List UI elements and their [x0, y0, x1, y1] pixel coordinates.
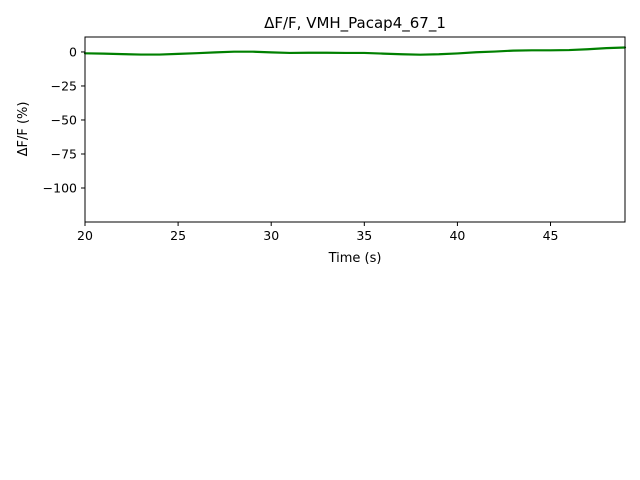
y-tick-label: −75: [51, 146, 77, 161]
x-axis-label: Time (s): [328, 251, 382, 266]
y-tick-label: 0: [69, 44, 77, 59]
x-tick-label: 30: [263, 228, 279, 243]
axes-frame: [84, 36, 626, 223]
x-tick-label: 40: [449, 228, 465, 243]
x-axis-ticks: 20 25 30 35 40 45: [77, 222, 558, 243]
chart-title: ΔF/F, VMH_Pacap4_67_1: [264, 14, 446, 33]
y-tick-label: −25: [51, 78, 77, 93]
y-tick-label: −50: [51, 112, 77, 127]
x-tick-label: 20: [77, 228, 93, 243]
x-tick-label: 25: [170, 228, 186, 243]
plot-area: [83, 46, 627, 56]
y-tick-label: −100: [43, 180, 77, 195]
x-tick-label: 45: [543, 228, 559, 243]
y-axis-label: ΔF/F (%): [16, 102, 31, 157]
series-line: [83, 46, 627, 56]
y-axis-ticks: 0 −25 −50 −75 −100: [43, 44, 85, 195]
x-tick-label: 35: [356, 228, 372, 243]
